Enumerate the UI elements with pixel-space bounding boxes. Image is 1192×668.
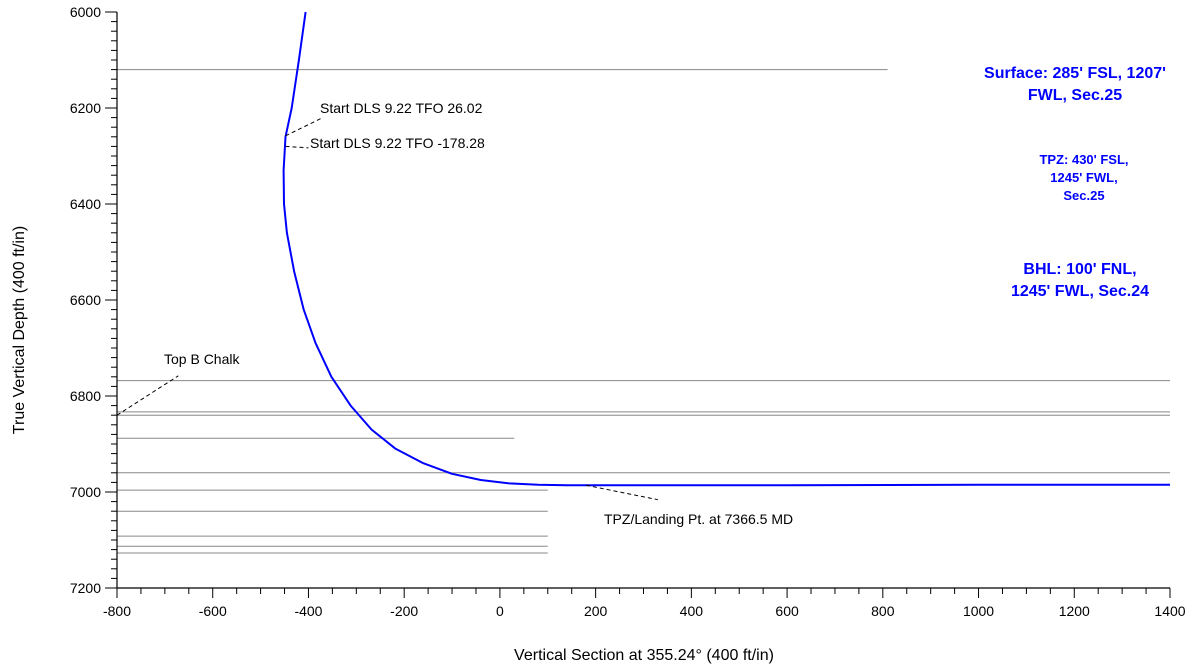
annotations: Start DLS 9.22 TFO 26.02 Start DLS 9.22 T… — [116, 100, 793, 527]
x-tick-label: 200 — [584, 603, 608, 619]
info-box-line: TPZ: 430' FSL, — [1039, 152, 1128, 167]
formation-lines — [117, 69, 1170, 554]
annotation-leader — [585, 484, 658, 501]
y-tick-label: 6600 — [70, 292, 101, 308]
x-tick-label: 1000 — [963, 603, 994, 619]
info-box-line: BHL: 100' FNL, — [1023, 261, 1136, 278]
info-box-line: 1245' FWL, — [1050, 170, 1117, 185]
y-tick-label: 7200 — [70, 580, 101, 596]
y-tick-label: 6000 — [70, 4, 101, 20]
x-tick-label: -600 — [199, 603, 227, 619]
x-axis-title: Vertical Section at 355.24° (400 ft/in) — [514, 647, 774, 664]
info-box-line: Surface: 285' FSL, 1207' — [984, 65, 1166, 82]
info-box-line: 1245' FWL, Sec.24 — [1011, 283, 1149, 300]
x-tick-label: 800 — [871, 603, 895, 619]
info-boxes: Surface: 285' FSL, 1207' FWL, Sec.25 TPZ: … — [984, 65, 1166, 300]
info-box-line: FWL, Sec.25 — [1028, 87, 1122, 104]
x-tick-label: -400 — [294, 603, 322, 619]
annotation-leader — [285, 117, 324, 137]
y-tick-label: 6800 — [70, 388, 101, 404]
annotation-label: TPZ/Landing Pt. at 7366.5 MD — [604, 511, 793, 527]
y-axis-title: True Vertical Depth (400 ft/in) — [11, 226, 28, 434]
y-tick-label: 7000 — [70, 484, 101, 500]
x-tick-label: -800 — [103, 603, 131, 619]
x-tick-label: -200 — [390, 603, 418, 619]
annotation-leader — [285, 145, 309, 149]
annotation-label: Start DLS 9.22 TFO 26.02 — [320, 100, 483, 116]
y-tick-label: 6200 — [70, 100, 101, 116]
annotation-label: Start DLS 9.22 TFO -178.28 — [310, 135, 485, 151]
x-tick-label: 0 — [496, 603, 504, 619]
x-tick-label: 400 — [680, 603, 704, 619]
info-box-line: Sec.25 — [1063, 188, 1104, 203]
x-tick-label: 1200 — [1059, 603, 1090, 619]
x-tick-label: 600 — [775, 603, 799, 619]
wellpath-line — [282, 11, 1170, 487]
y-tick-label: 6400 — [70, 196, 101, 212]
axes: -800 -600 -400 -200 0 200 400 600 800 1000 1200 140… — [70, 4, 1186, 619]
series — [282, 11, 1170, 487]
annotation-leader — [116, 375, 179, 416]
annotation-label: Top B Chalk — [164, 351, 240, 367]
x-tick-label: 1400 — [1154, 603, 1185, 619]
